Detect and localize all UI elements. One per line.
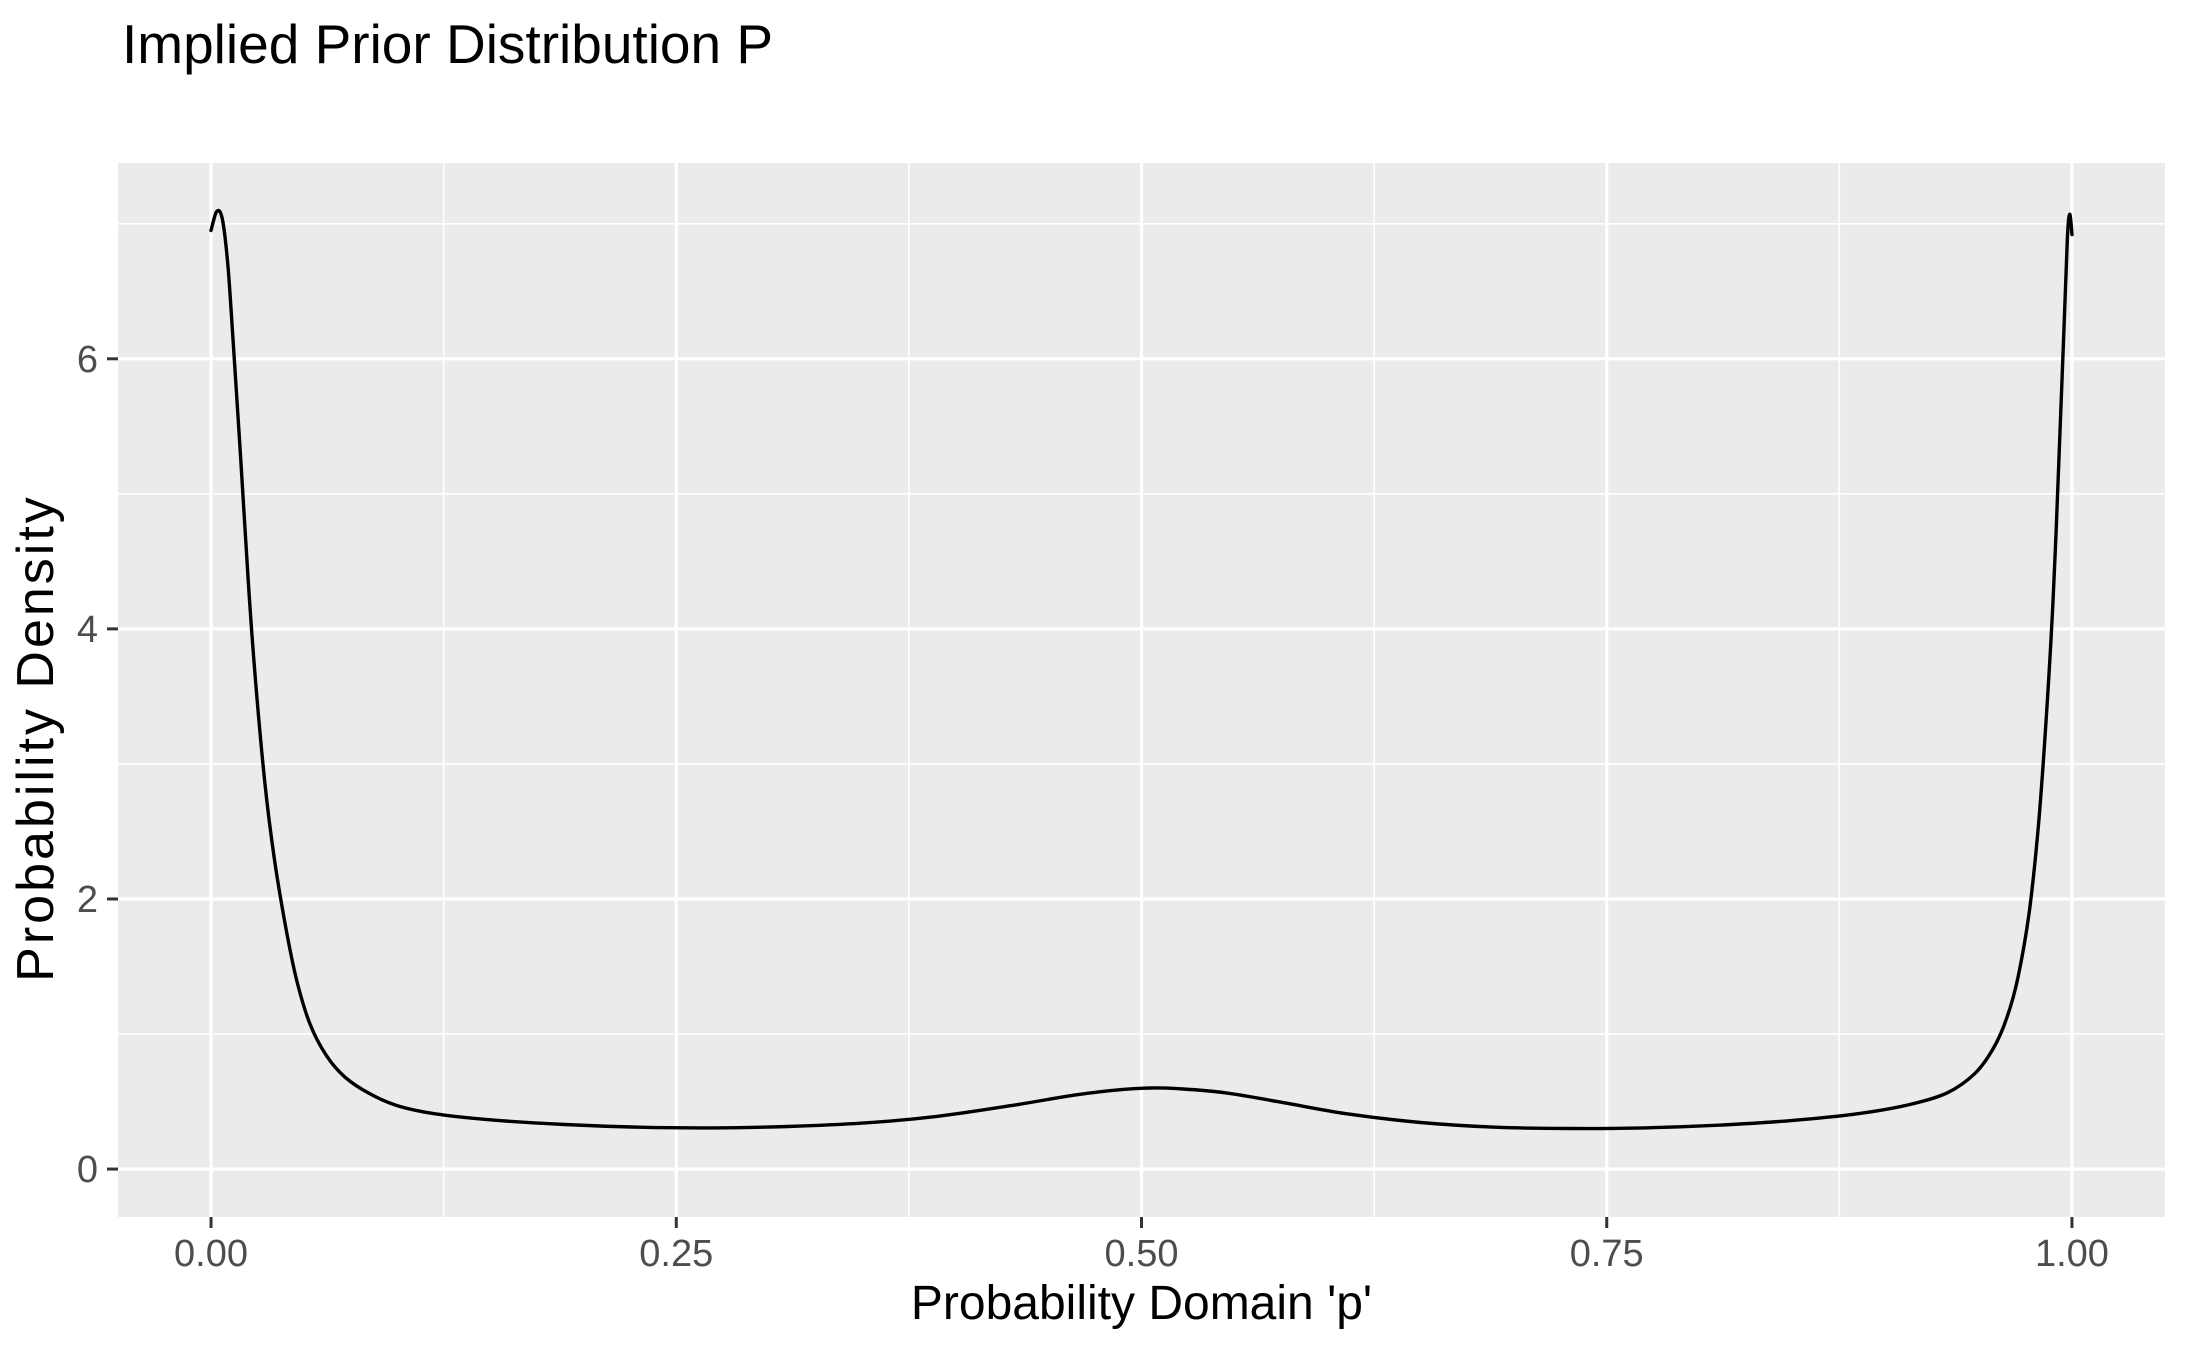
x-tick-label: 0.25 xyxy=(639,1233,713,1275)
x-tick-label: 1.00 xyxy=(2035,1233,2109,1275)
x-tick-label: 0.50 xyxy=(1105,1233,1179,1275)
plot-title: Implied Prior Distribution P xyxy=(122,13,774,75)
x-axis-title: Probability Domain 'p' xyxy=(910,1277,1373,1330)
density-curve xyxy=(209,208,2074,1131)
x-tick-label: 0.75 xyxy=(1570,1233,1644,1275)
y-tick-label: 4 xyxy=(77,609,98,651)
y-tick-label: 6 xyxy=(77,339,98,381)
y-tick-label: 0 xyxy=(77,1149,98,1191)
y-tick-label: 2 xyxy=(77,879,98,921)
x-tick-label: 0.00 xyxy=(174,1233,248,1275)
